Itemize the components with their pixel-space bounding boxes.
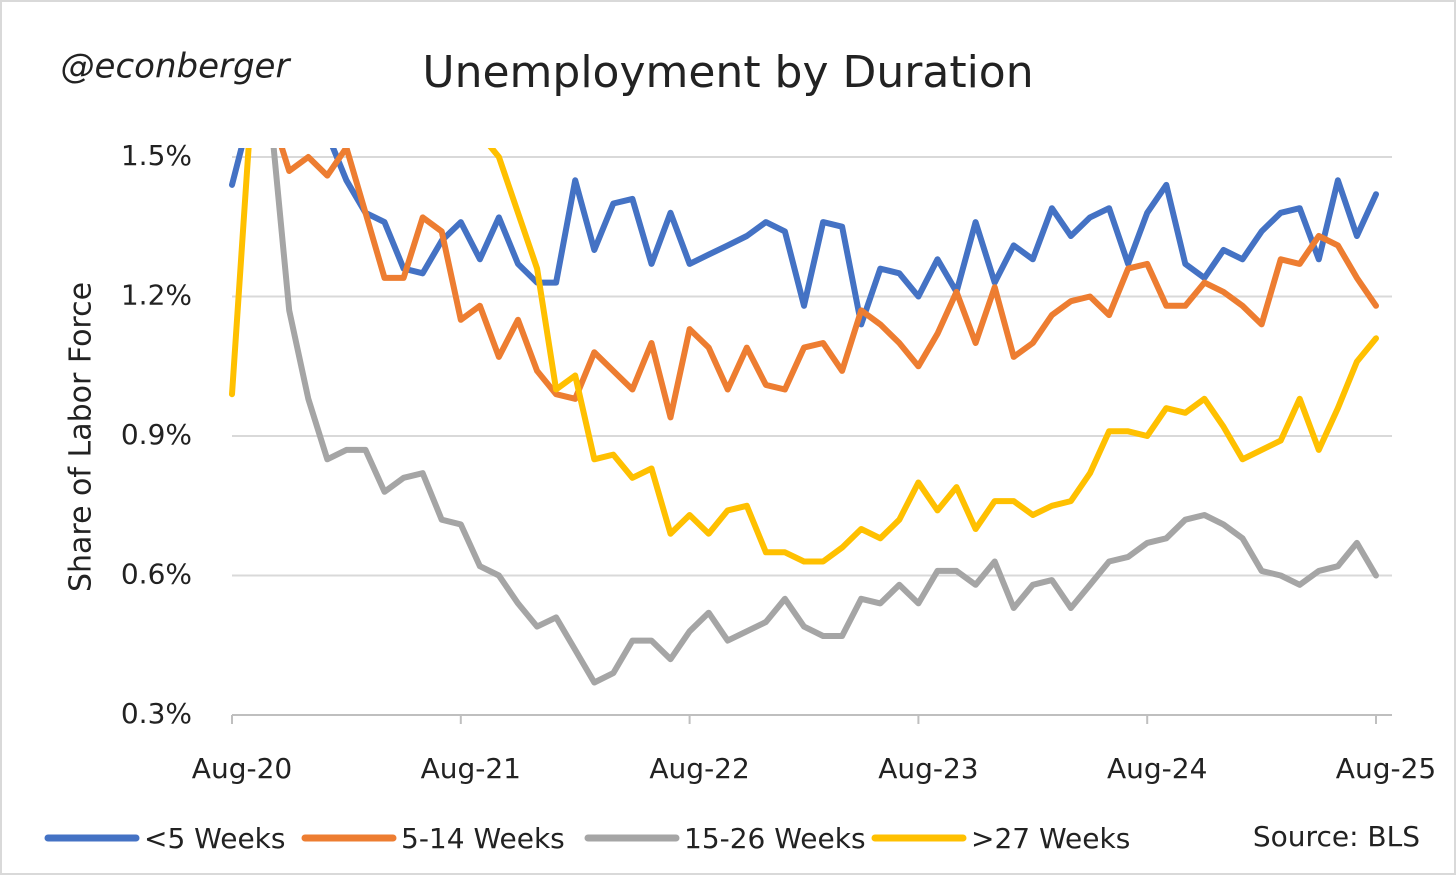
x-tick-label: Aug-21 <box>421 752 521 785</box>
series-line <box>229 148 1379 565</box>
series-line <box>270 148 1379 686</box>
legend-label: 5-14 Weeks <box>401 822 565 855</box>
y-tick-label: 1.5% <box>121 139 192 172</box>
x-tick-label: Aug-22 <box>649 752 749 785</box>
legend-label: 15-26 Weeks <box>684 822 866 855</box>
series-line <box>278 148 1379 421</box>
x-tick-label: Aug-25 <box>1336 752 1436 785</box>
legend-label: <5 Weeks <box>144 822 285 855</box>
y-tick-label: 0.3% <box>121 697 192 730</box>
x-tick-label: Aug-24 <box>1107 752 1207 785</box>
series-line <box>229 148 1379 328</box>
y-tick-label: 0.6% <box>121 558 192 591</box>
legend-label: >27 Weeks <box>971 822 1130 855</box>
y-axis-label: Share of Labor Force <box>64 282 99 592</box>
x-tick-label: Aug-20 <box>192 752 292 785</box>
y-tick-label: 1.2% <box>121 279 192 312</box>
handle: @econberger <box>61 47 292 87</box>
y-tick-label: 0.9% <box>121 418 192 451</box>
source: Source: BLS <box>1253 820 1420 853</box>
chart-title: Unemployment by Duration <box>422 47 1033 98</box>
x-tick-label: Aug-23 <box>878 752 978 785</box>
